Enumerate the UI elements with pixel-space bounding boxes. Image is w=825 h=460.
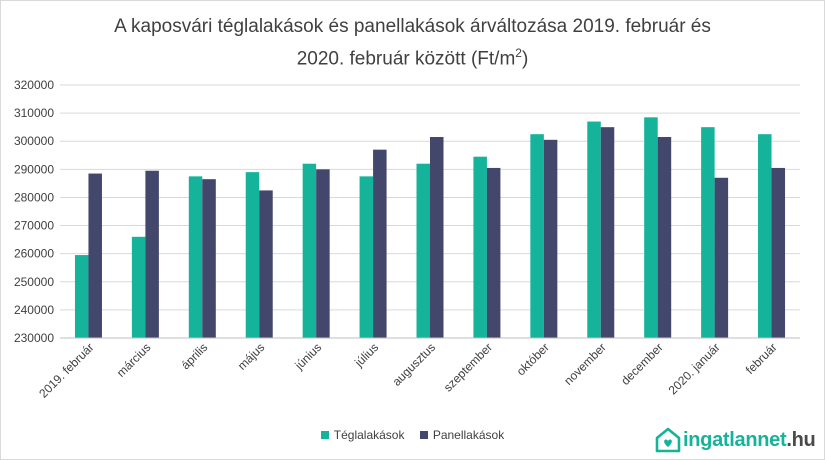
x-axis-ticks: 2019. február március április május június jú… bbox=[36, 340, 779, 400]
x-tick-label: 2019. február bbox=[36, 340, 96, 400]
bar-panel bbox=[543, 139, 558, 338]
x-tick-label: október bbox=[514, 340, 552, 378]
bar-panel bbox=[714, 177, 729, 338]
bar-tegla bbox=[473, 156, 487, 338]
legend-swatch-tegla bbox=[320, 430, 329, 439]
y-tick-label: 290000 bbox=[14, 162, 54, 176]
x-tick-label: június bbox=[291, 340, 324, 373]
y-tick-label: 300000 bbox=[14, 134, 54, 148]
x-tick-label: szeptember bbox=[441, 340, 495, 394]
house-heart-icon bbox=[655, 427, 681, 453]
bar-panel bbox=[202, 179, 216, 338]
x-tick-label: december bbox=[618, 340, 666, 388]
bar-panel bbox=[259, 190, 273, 338]
y-tick-label: 230000 bbox=[14, 331, 54, 345]
y-tick-label: 250000 bbox=[14, 275, 54, 289]
y-tick-label: 310000 bbox=[14, 106, 54, 120]
brand-suffix: .hu bbox=[786, 428, 816, 451]
bar-panel bbox=[316, 169, 330, 338]
x-tick-label: 2020. január bbox=[666, 340, 723, 397]
y-tick-label: 260000 bbox=[14, 247, 54, 261]
bar-tegla bbox=[701, 127, 715, 339]
brand-prefix: ingatlannet bbox=[683, 428, 787, 451]
y-tick-label: 320000 bbox=[14, 78, 54, 92]
bars bbox=[74, 117, 786, 339]
legend-item-panel: Panellakások bbox=[419, 428, 505, 442]
title-line-2-text: 2020. február között (Ft/m bbox=[296, 48, 516, 70]
title-superscript: 2 bbox=[515, 46, 522, 60]
bar-tegla bbox=[302, 163, 317, 338]
bar-panel bbox=[657, 137, 672, 338]
bar-tegla bbox=[644, 117, 658, 338]
x-tick-label: március bbox=[114, 340, 154, 380]
x-tick-label: május bbox=[235, 340, 268, 373]
bar-panel bbox=[600, 127, 615, 339]
chart-title: A kaposvári téglalakások és panellakások… bbox=[0, 14, 825, 72]
bar-panel bbox=[486, 167, 501, 338]
bar-panel bbox=[373, 149, 387, 338]
bar-tegla bbox=[758, 134, 772, 338]
y-tick-label: 280000 bbox=[14, 190, 54, 204]
legend-item-tegla: Téglalakások bbox=[320, 428, 405, 442]
legend-swatch-panel bbox=[419, 430, 428, 439]
bar-tegla bbox=[587, 121, 601, 339]
y-tick-label: 270000 bbox=[14, 219, 54, 233]
title-line-2: 2020. február között (Ft/m2) bbox=[0, 40, 825, 72]
x-tick-label: április bbox=[178, 340, 210, 372]
title-line-2-end: ) bbox=[521, 48, 529, 70]
brand-name: ingatlannet.hu bbox=[683, 428, 816, 452]
x-tick-label: november bbox=[561, 340, 609, 388]
bar-panel bbox=[771, 167, 786, 338]
legend-label-panel: Panellakások bbox=[432, 428, 505, 442]
title-line-1: A kaposvári téglalakások és panellakások… bbox=[114, 16, 711, 37]
bar-tegla bbox=[74, 255, 89, 338]
bar-tegla bbox=[131, 236, 146, 338]
x-tick-label: augusztus bbox=[390, 340, 439, 389]
legend: Téglalakások Panellakások bbox=[0, 428, 825, 442]
bar-tegla bbox=[530, 134, 544, 338]
x-tick-label: február bbox=[743, 340, 780, 377]
bar-panel bbox=[88, 173, 102, 338]
y-axis-ticks: 230000 240000 250000 260000 270000 280000 2900… bbox=[14, 78, 54, 345]
y-tick-label: 240000 bbox=[14, 303, 54, 317]
bar-panel bbox=[430, 137, 444, 338]
bar-tegla bbox=[416, 163, 430, 338]
bar-tegla bbox=[188, 176, 203, 338]
legend-label-tegla: Téglalakások bbox=[333, 428, 405, 442]
brand-logo: ingatlannet.hu bbox=[653, 423, 816, 457]
x-tick-label: július bbox=[351, 340, 381, 370]
bar-panel bbox=[145, 170, 159, 338]
bar-tegla bbox=[359, 176, 374, 338]
bar-tegla bbox=[245, 172, 260, 338]
